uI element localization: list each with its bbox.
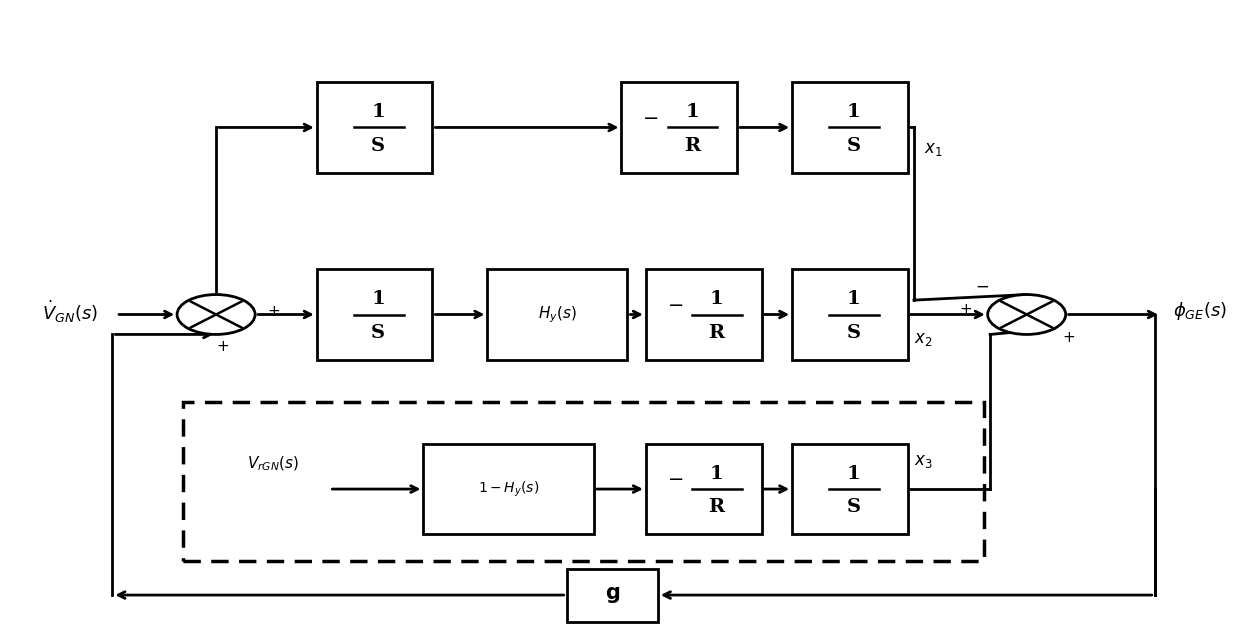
- Bar: [487, 269, 627, 360]
- Text: 1: 1: [371, 103, 384, 121]
- Bar: [792, 444, 908, 534]
- Text: 1: 1: [371, 290, 384, 308]
- Text: 1: 1: [847, 290, 861, 308]
- Text: $x_2$: $x_2$: [914, 331, 932, 348]
- Bar: [792, 82, 908, 173]
- Text: 1: 1: [709, 465, 723, 482]
- Text: S: S: [371, 323, 386, 342]
- Text: S: S: [371, 136, 386, 155]
- Bar: [567, 569, 658, 621]
- Text: $-$: $-$: [667, 469, 683, 487]
- Text: $+$: $+$: [267, 304, 280, 319]
- Bar: [646, 269, 761, 360]
- Text: $x_3$: $x_3$: [914, 452, 932, 469]
- Bar: [792, 269, 908, 360]
- Text: R: R: [684, 136, 701, 155]
- Text: $-$: $-$: [642, 108, 658, 126]
- Circle shape: [988, 294, 1065, 335]
- Bar: [316, 269, 433, 360]
- Bar: [646, 444, 761, 534]
- Text: S: S: [847, 498, 861, 516]
- Bar: [423, 444, 594, 534]
- Bar: [621, 82, 738, 173]
- Text: $+$: $+$: [960, 302, 972, 317]
- Text: $V_{rGN}(s)$: $V_{rGN}(s)$: [247, 455, 299, 474]
- Text: 1: 1: [709, 290, 723, 308]
- Text: $H_y(s)$: $H_y(s)$: [538, 304, 577, 325]
- Text: 1: 1: [847, 465, 861, 482]
- Text: $-$: $-$: [975, 276, 988, 294]
- Circle shape: [177, 294, 255, 335]
- Bar: [316, 82, 433, 173]
- Text: R: R: [708, 323, 724, 342]
- Text: S: S: [847, 136, 861, 155]
- Text: 1: 1: [847, 103, 861, 121]
- Text: 1: 1: [686, 103, 699, 121]
- Text: R: R: [708, 498, 724, 516]
- Text: S: S: [847, 323, 861, 342]
- Text: $x_1$: $x_1$: [924, 141, 942, 158]
- Text: $\bf{g}$: $\bf{g}$: [605, 585, 620, 605]
- Text: $+$: $+$: [1063, 330, 1075, 345]
- Bar: [184, 402, 985, 561]
- Text: $\phi_{GE}(s)$: $\phi_{GE}(s)$: [1173, 301, 1226, 323]
- Text: $-$: $-$: [667, 294, 683, 313]
- Text: $1-H_y(s)$: $1-H_y(s)$: [477, 479, 539, 499]
- Text: $\dot{V}_{GN}(s)$: $\dot{V}_{GN}(s)$: [42, 298, 98, 325]
- Text: $+$: $+$: [216, 340, 228, 354]
